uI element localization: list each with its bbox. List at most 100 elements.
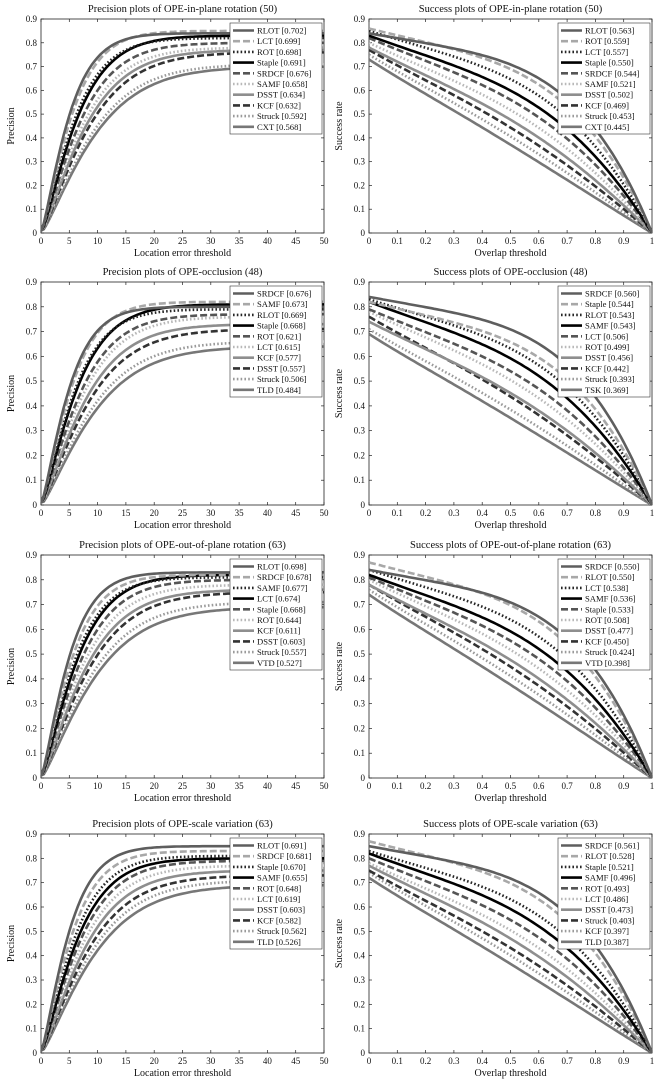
legend-entry: Staple [0.668]	[257, 321, 306, 331]
series-line	[369, 41, 652, 233]
x-tick-label: 0.4	[477, 508, 489, 518]
series-group	[369, 561, 652, 778]
chart-panel-1: Precision plots of OPE-in-plane rotation…	[6, 4, 329, 259]
y-tick-label: 0.8	[354, 575, 366, 585]
x-tick-label: 20	[150, 781, 160, 791]
series-line	[369, 36, 652, 233]
legend-entry: ROT [0.698]	[257, 47, 301, 57]
chart-panel-7: Precision plots of OPE-scale variation (…	[6, 819, 329, 1079]
x-tick-label: 0.5	[505, 236, 517, 246]
x-tick-label: 1	[650, 508, 655, 518]
x-tick-label: 0.3	[448, 781, 460, 791]
y-tick-label: 0.7	[354, 878, 366, 888]
x-tick-label: 10	[93, 781, 103, 791]
y-tick-label: 0.7	[354, 327, 366, 337]
legend-entry: SRDCF [0.550]	[585, 562, 640, 572]
x-tick-label: 0.9	[618, 508, 630, 518]
x-tick-label: 0	[367, 236, 372, 246]
y-tick-label: 0.1	[354, 204, 365, 214]
y-tick-label: 0.3	[26, 699, 38, 709]
legend-entry: TLD [0.387]	[585, 937, 629, 947]
legend-entry: TSK [0.369]	[585, 385, 629, 395]
legend-entry: ROT [0.499]	[585, 342, 629, 352]
x-tick-label: 0.3	[448, 236, 460, 246]
y-tick-label: 0.7	[354, 62, 366, 72]
series-line	[369, 29, 652, 233]
series-line	[41, 300, 324, 504]
legend-entry: RLOT [0.669]	[257, 310, 307, 320]
legend-entry: DSST [0.456]	[585, 353, 633, 363]
legend-entry: KCF [0.632]	[257, 100, 301, 110]
y-tick-label: 0.2	[26, 180, 37, 190]
x-tick-label: 5	[67, 1056, 72, 1066]
y-tick-label: 0.3	[354, 699, 366, 709]
legend-entry: SRDCF [0.681]	[257, 851, 312, 861]
legend-entry: DSST [0.502]	[585, 90, 633, 100]
series-line	[369, 298, 652, 505]
legend-entry: TLD [0.484]	[257, 385, 301, 395]
y-tick-label: 0.5	[354, 926, 366, 936]
legend: RLOT [0.698]SRDCF [0.678]SAMF [0.677]LCT…	[229, 558, 323, 671]
y-tick-label: 0.6	[354, 624, 366, 634]
y-tick-label: 0	[33, 228, 38, 238]
series-line	[369, 844, 652, 1053]
x-tick-label: 40	[263, 1056, 273, 1066]
x-tick-label: 30	[206, 236, 216, 246]
series-line	[41, 583, 324, 777]
x-tick-label: 0	[367, 1056, 372, 1066]
x-tick-label: 0.1	[392, 1056, 403, 1066]
series-line	[369, 583, 652, 778]
legend-entry: LCT [0.506]	[585, 331, 628, 341]
legend-entry: SRDCF [0.561]	[585, 841, 640, 851]
x-tick-label: 20	[150, 508, 160, 518]
y-tick-label: 0.3	[26, 426, 38, 436]
legend: SRDCF [0.676]SAMF [0.673]RLOT [0.669]Sta…	[229, 285, 323, 398]
chart-panel-5: Precision plots of OPE-out-of-plane rota…	[6, 540, 329, 804]
x-axis-label: Overlap threshold	[475, 1068, 547, 1079]
x-axis-label: Location error threshold	[134, 793, 231, 804]
y-axis-label: Precision	[6, 107, 17, 144]
chart-title: Precision plots of OPE-out-of-plane rota…	[79, 540, 286, 551]
series-group	[369, 840, 652, 1053]
y-tick-label: 0.8	[354, 853, 366, 863]
y-tick-label: 0.8	[354, 38, 366, 48]
series-line	[369, 849, 652, 1053]
x-tick-label: 50	[320, 236, 330, 246]
series-line	[369, 310, 652, 505]
legend-entry: TLD [0.526]	[257, 937, 301, 947]
chart-title: Success plots of OPE-scale variation (63…	[423, 819, 598, 830]
y-tick-label: 0.8	[26, 38, 38, 48]
series-line	[369, 32, 652, 233]
y-tick-label: 0.5	[26, 926, 38, 936]
x-tick-label: 35	[235, 236, 245, 246]
x-tick-label: 0.5	[505, 781, 517, 791]
legend-entry: Staple [0.533]	[585, 604, 634, 614]
series-line	[369, 300, 652, 505]
chart-title: Success plots of OPE-occlusion (48)	[434, 267, 588, 278]
y-tick-label: 0.9	[354, 550, 366, 560]
x-tick-label: 30	[206, 1056, 216, 1066]
series-line	[369, 58, 652, 233]
series-line	[369, 53, 652, 233]
legend-entry: DSST [0.557]	[257, 363, 305, 373]
legend-entry: LCT [0.538]	[585, 583, 628, 593]
chart-title: Precision plots of OPE-scale variation (…	[92, 819, 273, 830]
legend-entry: Staple [0.521]	[585, 862, 634, 872]
legend-entry: SAMF [0.536]	[585, 594, 636, 604]
y-tick-label: 0.2	[354, 180, 365, 190]
x-tick-label: 45	[291, 781, 301, 791]
legend-entry: KCF [0.397]	[585, 926, 629, 936]
series-line	[369, 295, 652, 505]
y-tick-label: 0	[33, 500, 38, 510]
series-line	[369, 857, 652, 1053]
series-line	[369, 852, 652, 1053]
x-tick-label: 10	[93, 1056, 103, 1066]
y-tick-label: 0.2	[354, 723, 365, 733]
x-axis-label: Overlap threshold	[475, 793, 547, 804]
x-tick-label: 15	[121, 1056, 131, 1066]
series-line	[369, 876, 652, 1053]
x-tick-label: 35	[235, 1056, 245, 1066]
series-line	[369, 308, 652, 505]
y-tick-label: 0.6	[26, 902, 38, 912]
y-tick-label: 0.1	[354, 475, 365, 485]
